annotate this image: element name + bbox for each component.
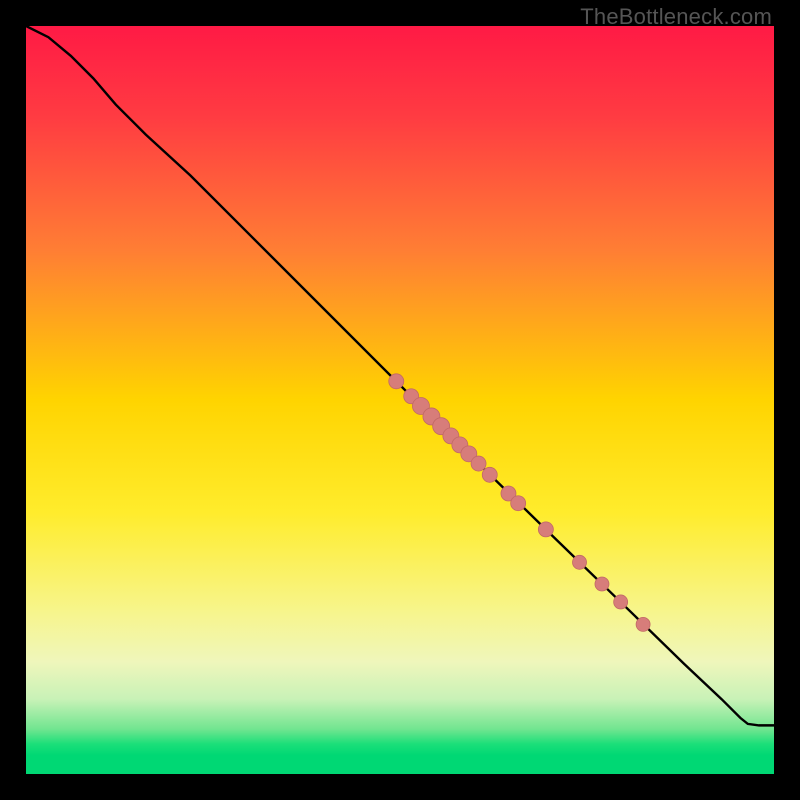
chart-plot-area <box>26 26 774 774</box>
data-marker <box>471 456 486 471</box>
data-marker <box>482 467 497 482</box>
data-marker <box>614 595 628 609</box>
data-marker <box>538 522 553 537</box>
data-marker <box>636 617 650 631</box>
data-marker <box>573 555 587 569</box>
watermark-text: TheBottleneck.com <box>580 4 772 30</box>
data-marker <box>511 496 526 511</box>
chart-curve-layer <box>26 26 774 774</box>
data-marker <box>595 577 609 591</box>
data-marker <box>389 374 404 389</box>
